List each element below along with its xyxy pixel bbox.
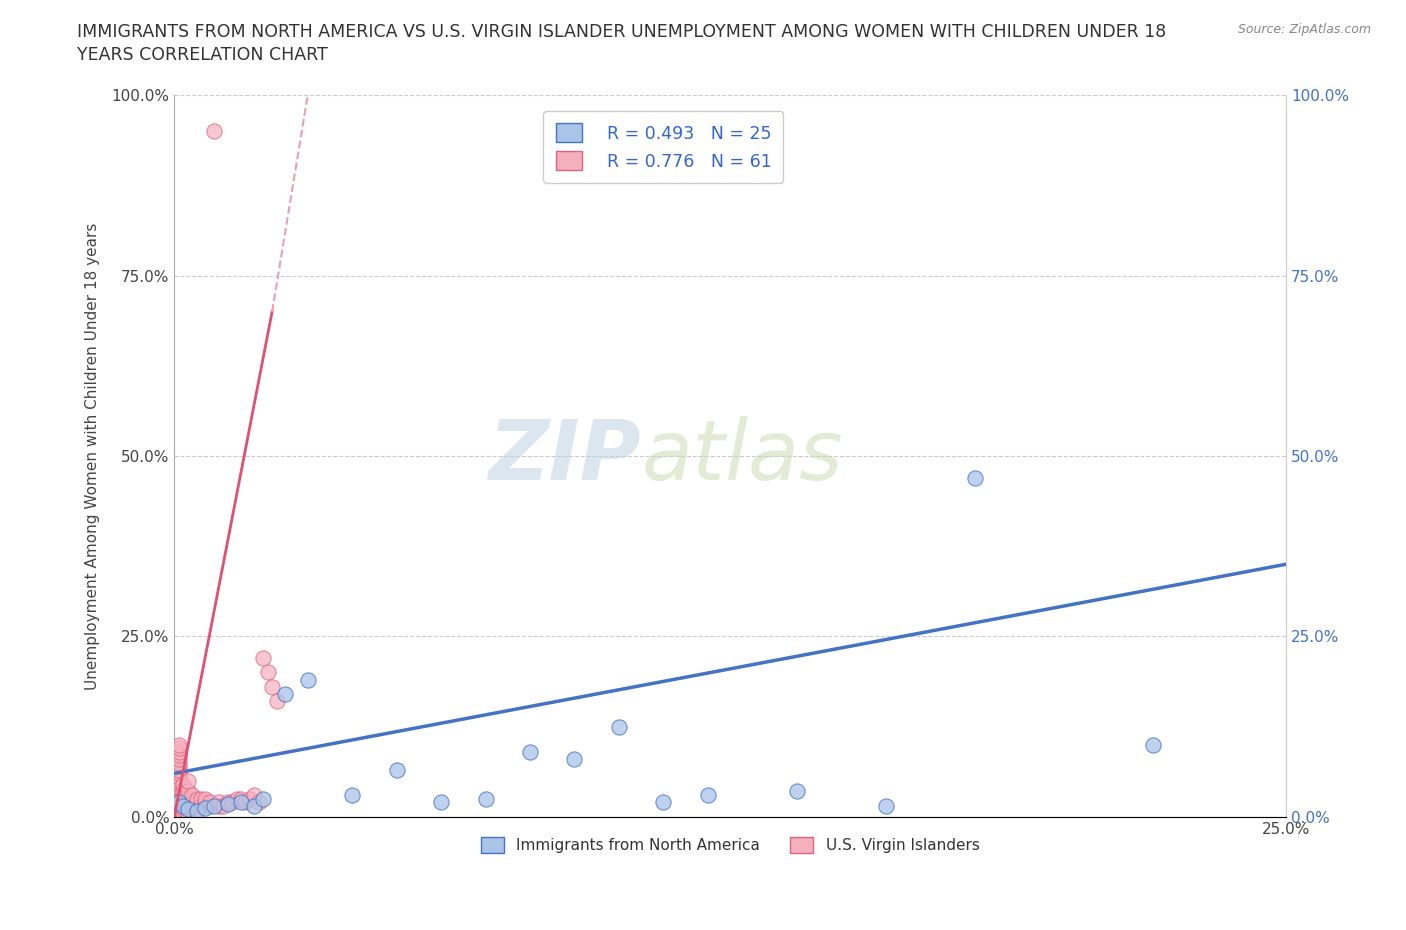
Text: ZIP: ZIP — [488, 416, 641, 497]
Point — [167, 737, 190, 752]
Point — [229, 791, 252, 806]
Point — [225, 791, 247, 806]
Point — [172, 777, 194, 791]
Point — [167, 780, 190, 795]
Point — [1142, 737, 1164, 752]
Point — [167, 770, 190, 785]
Point — [176, 773, 198, 788]
Point — [167, 759, 190, 774]
Point — [172, 802, 194, 817]
Point — [176, 805, 198, 820]
Point — [176, 802, 198, 817]
Point — [430, 795, 453, 810]
Point — [217, 795, 239, 810]
Point — [202, 124, 225, 139]
Point — [786, 784, 808, 799]
Point — [212, 799, 235, 814]
Point — [474, 791, 496, 806]
Point — [696, 788, 718, 803]
Text: YEARS CORRELATION CHART: YEARS CORRELATION CHART — [77, 46, 328, 64]
Point — [167, 748, 190, 763]
Point — [167, 795, 190, 810]
Point — [198, 799, 221, 814]
Point — [208, 795, 231, 810]
Point — [176, 799, 198, 814]
Point — [208, 799, 231, 814]
Point — [186, 791, 208, 806]
Point — [181, 788, 204, 803]
Point — [186, 804, 208, 818]
Point — [186, 795, 208, 810]
Point — [167, 766, 190, 781]
Text: IMMIGRANTS FROM NORTH AMERICA VS U.S. VIRGIN ISLANDER UNEMPLOYMENT AMONG WOMEN W: IMMIGRANTS FROM NORTH AMERICA VS U.S. VI… — [77, 23, 1167, 41]
Point — [172, 799, 194, 814]
Point — [262, 680, 284, 695]
Point — [652, 795, 675, 810]
Point — [172, 788, 194, 803]
Point — [181, 802, 204, 817]
Point — [247, 795, 270, 810]
Text: atlas: atlas — [641, 416, 842, 497]
Point — [181, 795, 204, 810]
Point — [172, 805, 194, 820]
Text: Source: ZipAtlas.com: Source: ZipAtlas.com — [1237, 23, 1371, 36]
Point — [167, 799, 190, 814]
Point — [172, 784, 194, 799]
Point — [167, 777, 190, 791]
Point — [252, 791, 274, 806]
Point — [172, 791, 194, 806]
Point — [194, 791, 217, 806]
Legend: Immigrants from North America, U.S. Virgin Islanders: Immigrants from North America, U.S. Virg… — [475, 831, 986, 859]
Point — [167, 791, 190, 806]
Point — [167, 784, 190, 799]
Point — [167, 751, 190, 766]
Point — [167, 744, 190, 759]
Point — [963, 471, 986, 485]
Point — [243, 799, 266, 814]
Point — [243, 788, 266, 803]
Point — [252, 651, 274, 666]
Point — [176, 784, 198, 799]
Point — [274, 686, 297, 701]
Point — [194, 795, 217, 810]
Point — [190, 791, 212, 806]
Point — [202, 799, 225, 814]
Point — [167, 773, 190, 788]
Point — [167, 805, 190, 820]
Point — [217, 796, 239, 811]
Point — [221, 795, 243, 810]
Point — [229, 795, 252, 810]
Point — [167, 741, 190, 756]
Point — [385, 763, 408, 777]
Point — [340, 788, 363, 803]
Point — [239, 791, 262, 806]
Point — [875, 799, 897, 814]
Point — [167, 795, 190, 810]
Point — [167, 763, 190, 777]
Point — [172, 799, 194, 814]
Point — [519, 744, 541, 759]
Point — [235, 795, 257, 810]
Point — [167, 755, 190, 770]
Point — [186, 802, 208, 817]
Point — [607, 719, 630, 734]
Point — [176, 791, 198, 806]
Point — [172, 795, 194, 810]
Y-axis label: Unemployment Among Women with Children Under 18 years: Unemployment Among Women with Children U… — [86, 222, 100, 690]
Point — [167, 802, 190, 817]
Point — [256, 665, 278, 680]
Point — [564, 751, 586, 766]
Point — [198, 795, 221, 810]
Point — [167, 788, 190, 803]
Point — [190, 799, 212, 814]
Point — [194, 801, 217, 816]
Point — [297, 672, 319, 687]
Point — [266, 694, 288, 709]
